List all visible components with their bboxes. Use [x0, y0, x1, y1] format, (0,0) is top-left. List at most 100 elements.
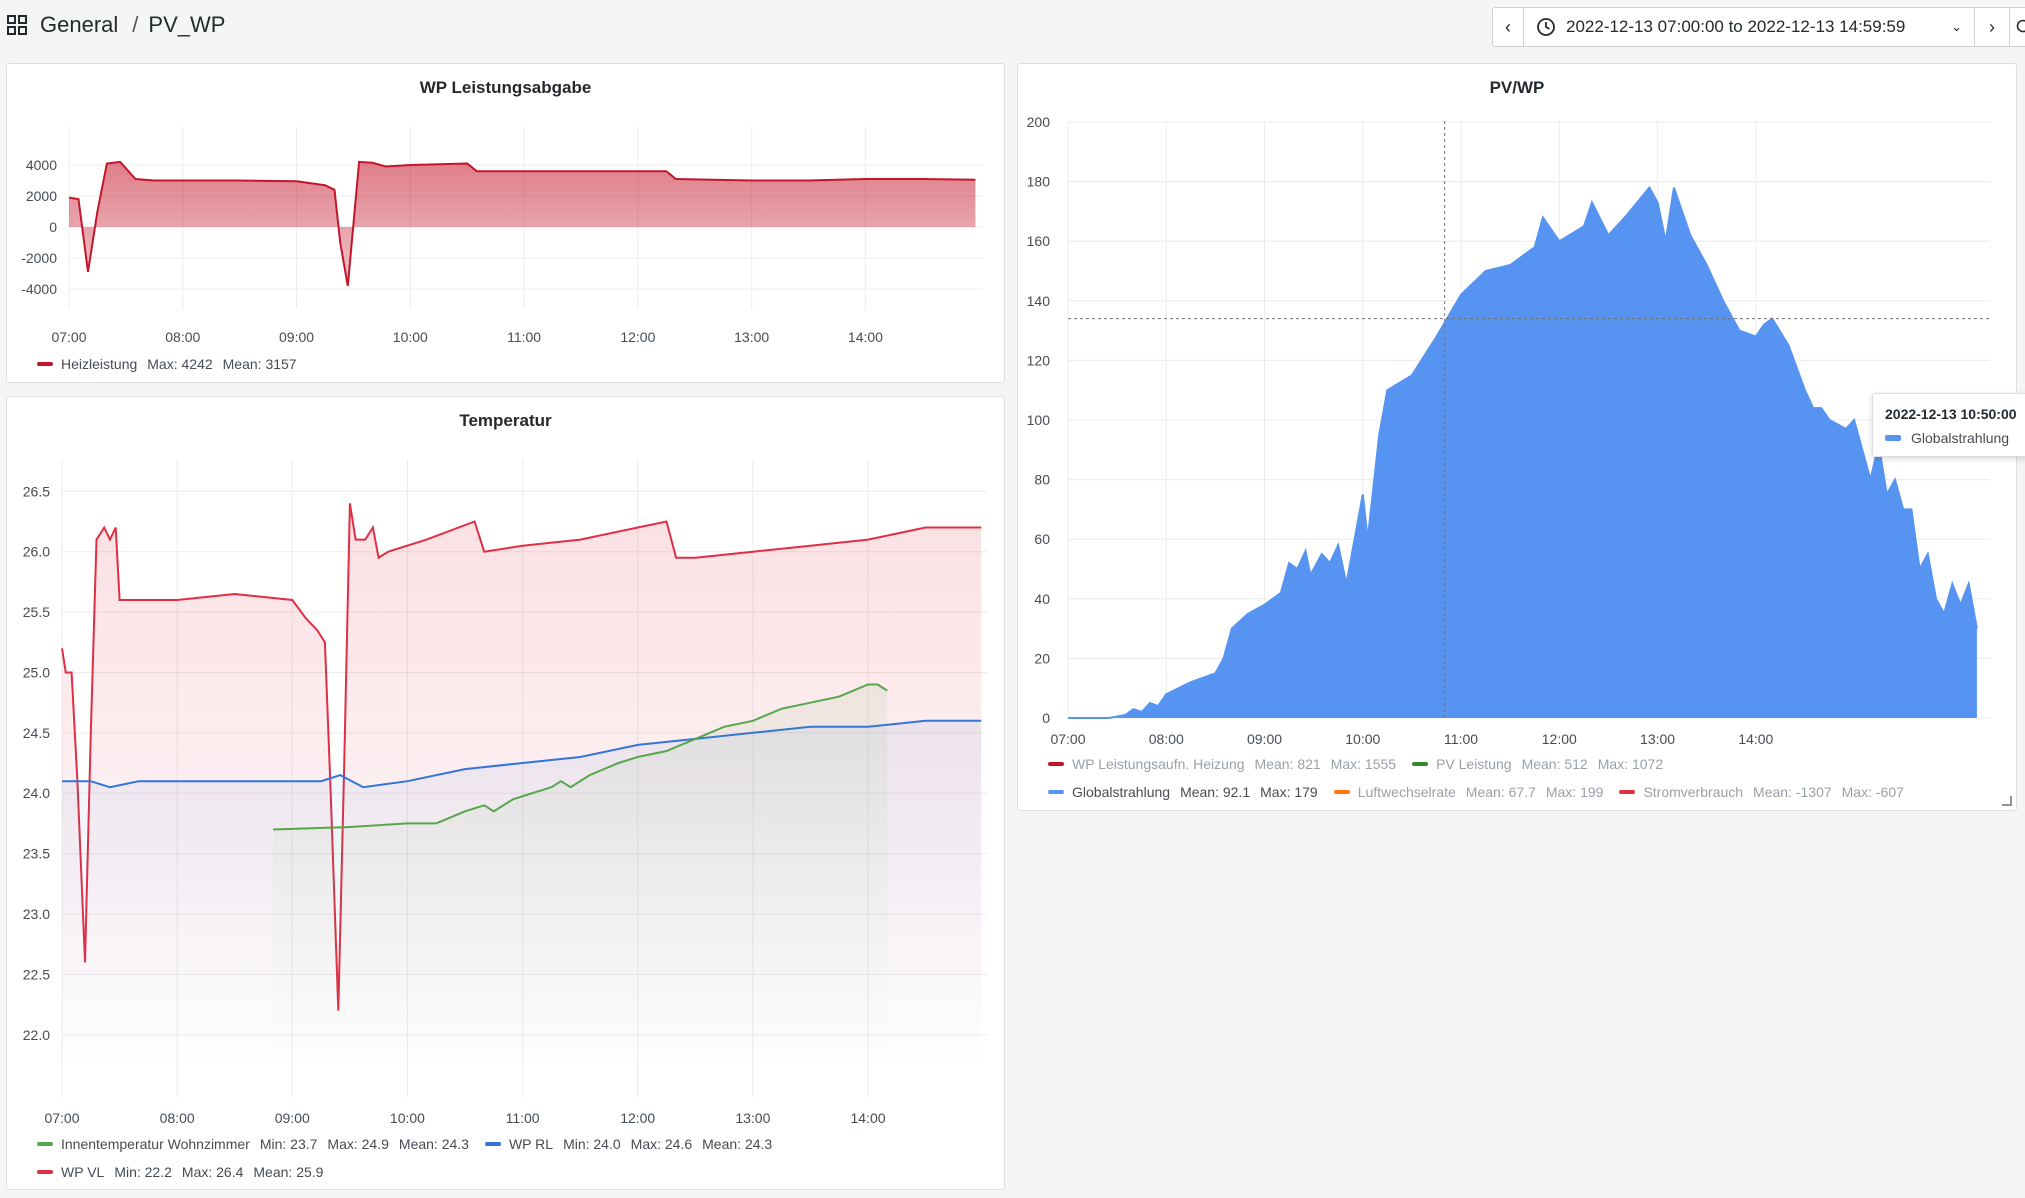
y-tick-label: 0 — [1042, 710, 1050, 726]
legend-item[interactable]: Innentemperatur Wohnzimmer Min: 23.7 Max: … — [37, 1136, 469, 1152]
wp-leistungsabgabe-chart[interactable]: -4000 -2000 0 2000 4000 07:00 08:00 09:00 10:00 1… — [7, 64, 1006, 384]
legend-stat: Max: 24.6 — [630, 1136, 693, 1152]
y-tick-label: -4000 — [21, 281, 57, 297]
resize-handle[interactable] — [2002, 796, 2012, 806]
chart-legend: WP VL Min: 22.2 Max: 26.4 Mean: 25.9 — [37, 1161, 339, 1180]
x-tick-label: 13:00 — [735, 1110, 770, 1126]
x-tick-label: 14:00 — [850, 1110, 885, 1126]
legend-series-name: Heizleistung — [61, 356, 138, 372]
y-tick-label: 24.0 — [23, 785, 50, 801]
legend-swatch — [37, 362, 53, 366]
y-tick-label: 180 — [1027, 174, 1051, 190]
panel-pv-wp[interactable]: PV/WP 0 20 40 60 80 100 120 140 160 180 200 07:00 08… — [1017, 63, 2017, 811]
legend-stat: Min: 23.7 — [259, 1136, 318, 1152]
legend-stat: Mean: 92.1 — [1180, 784, 1251, 800]
x-tick-label: 11:00 — [1444, 731, 1478, 747]
series-line-wp-vl[interactable] — [61, 503, 982, 1011]
legend-stat: Mean: 24.3 — [702, 1136, 773, 1152]
legend-stat: Mean: 3157 — [222, 356, 297, 372]
legend-series-name: PV Leistung — [1436, 756, 1512, 772]
legend-stat: Mean: 25.9 — [253, 1164, 324, 1180]
breadcrumb-folder[interactable]: General — [40, 12, 119, 37]
legend-item[interactable]: WP Leistungsaufn. Heizung Mean: 821 Max: 1… — [1048, 756, 1396, 772]
panel-temperatur[interactable]: Temperatur 22.0 22.5 23.0 23.5 24.0 24.5 25.0 2… — [6, 396, 1005, 1190]
y-tick-label: 24.5 — [23, 725, 50, 741]
chevron-left-icon: ‹ — [1505, 16, 1511, 37]
x-tick-label: 10:00 — [1345, 731, 1380, 747]
tooltip-series-swatch — [1885, 435, 1901, 441]
legend-series-name: Innentemperatur Wohnzimmer — [61, 1136, 250, 1152]
legend-item[interactable]: Luftwechselrate Mean: 67.7 Max: 199 — [1333, 784, 1604, 800]
x-tick-label: 07:00 — [44, 1110, 79, 1126]
time-range-label: 2022-12-13 07:00:00 to 2022-12-13 14:59:… — [1566, 17, 1906, 36]
legend-series-name: Stromverbrauch — [1643, 784, 1744, 800]
series-line-innentemperatur-wohnzimmer[interactable] — [273, 683, 888, 831]
legend-item[interactable]: Globalstrahlung Mean: 92.1 Max: 179 — [1048, 784, 1318, 800]
y-tick-label: 26.0 — [23, 544, 50, 560]
legend-stat: Max: 4242 — [147, 356, 213, 372]
chart-tooltip: 2022-12-13 10:50:00 Globalstrahlung — [1872, 393, 2025, 457]
y-tick-label: 200 — [1027, 114, 1051, 130]
y-tick-label: 160 — [1027, 233, 1051, 249]
series-line-heizleistung[interactable] — [68, 160, 976, 287]
y-tick-label: 25.0 — [23, 664, 50, 680]
chart-legend: WP Leistungsaufn. Heizung Mean: 821 Max: 1… — [1048, 753, 1679, 772]
tooltip-series-name: Globalstrahlung — [1911, 430, 2010, 446]
y-tick-label: 40 — [1034, 591, 1050, 607]
dashboard-title[interactable]: PV_WP — [148, 12, 226, 37]
legend-swatch — [1048, 790, 1064, 794]
x-tick-label: 08:00 — [1149, 731, 1184, 747]
x-tick-label: 13:00 — [1640, 731, 1675, 747]
legend-item[interactable]: WP RL Min: 24.0 Max: 24.6 Mean: 24.3 — [484, 1136, 773, 1152]
zoom-out-button[interactable] — [2010, 7, 2025, 47]
time-range-back-button[interactable]: ‹ — [1492, 7, 1524, 47]
x-tick-label: 07:00 — [1050, 731, 1085, 747]
x-tick-label: 14:00 — [1738, 731, 1773, 747]
y-tick-label: 26.5 — [23, 483, 50, 499]
legend-item[interactable]: Heizleistung Max: 4242 Mean: 3157 — [37, 356, 297, 372]
breadcrumb: General / PV_WP — [6, 12, 225, 38]
legend-stat: Mean: 24.3 — [398, 1136, 469, 1152]
y-tick-label: 23.5 — [23, 846, 50, 862]
series-area-heizleistung — [69, 161, 976, 286]
temperatur-chart[interactable]: 22.0 22.5 23.0 23.5 24.0 24.5 25.0 25.5 26.0 26.5… — [7, 397, 1006, 1191]
legend-stat: Mean: 512 — [1521, 756, 1588, 772]
x-tick-label: 14:00 — [848, 329, 883, 345]
series-area-globalstrahlung — [1068, 187, 1977, 719]
y-tick-label: 80 — [1034, 472, 1050, 488]
legend-item[interactable]: Stromverbrauch Mean: -1307 Max: -607 — [1619, 784, 1904, 800]
time-range-button[interactable]: 2022-12-13 07:00:00 to 2022-12-13 14:59:… — [1524, 7, 1975, 47]
legend-item[interactable]: PV Leistung Mean: 512 Max: 1072 — [1412, 756, 1663, 772]
legend-item[interactable]: WP VL Min: 22.2 Max: 26.4 Mean: 25.9 — [37, 1164, 323, 1180]
pv-wp-chart[interactable]: 0 20 40 60 80 100 120 140 160 180 200 07:00 08:00 09:… — [1018, 64, 2018, 812]
legend-stat: Mean: 67.7 — [1465, 784, 1536, 800]
x-tick-label: 12:00 — [620, 1110, 655, 1126]
panel-title[interactable]: PV/WP — [1489, 78, 1545, 97]
time-picker: ‹ 2022-12-13 07:00:00 to 2022-12-13 14:5… — [1492, 7, 2025, 47]
panel-wp-leistungsabgabe[interactable]: WP Leistungsabgabe -4000 -2000 0 2000 4000 07… — [6, 63, 1005, 383]
legend-stat: Max: 199 — [1545, 784, 1604, 800]
legend-series-name: WP VL — [61, 1164, 105, 1180]
legend-swatch — [484, 1142, 501, 1146]
y-tick-label: 23.0 — [23, 906, 50, 922]
legend-stat: Mean: -1307 — [1753, 784, 1832, 800]
legend-series-name: Luftwechselrate — [1357, 784, 1456, 800]
y-tick-label: 22.5 — [23, 966, 50, 982]
x-tick-label: 09:00 — [275, 1110, 310, 1126]
zoom-out-icon — [2016, 19, 2025, 33]
legend-series-name: Globalstrahlung — [1072, 784, 1171, 800]
dashboard-grid-icon[interactable] — [6, 14, 28, 36]
panel-title[interactable]: Temperatur — [459, 411, 552, 430]
time-range-forward-button[interactable]: › — [1975, 7, 2010, 47]
x-tick-label: 09:00 — [279, 329, 314, 345]
panel-title[interactable]: WP Leistungsabgabe — [419, 78, 592, 97]
legend-swatch — [37, 1170, 53, 1174]
legend-stat: Max: 1555 — [1330, 756, 1397, 772]
breadcrumb-separator: / — [132, 12, 139, 37]
legend-stat: Mean: 821 — [1254, 756, 1321, 772]
y-tick-label: 22.0 — [23, 1027, 50, 1043]
legend-swatch — [1412, 762, 1429, 766]
legend-stat: Max: 24.9 — [327, 1136, 389, 1152]
chart-legend: Globalstrahlung Mean: 92.1 Max: 179 Luftwec… — [1048, 781, 1920, 800]
legend-swatch — [1619, 790, 1636, 794]
